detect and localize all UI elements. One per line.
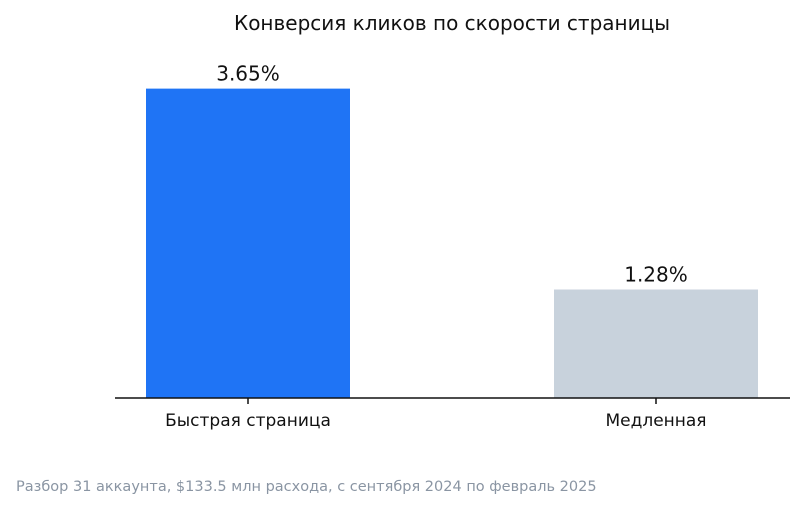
x-tick-label-1: Быстрая страница	[165, 411, 331, 431]
bars-group: 3.65% Быстрая страница 1.28% Медленная	[146, 62, 758, 431]
footnote: Разбор 31 аккаунта, $133.5 млн расхода, …	[16, 479, 597, 495]
x-tick-label-2: Медленная	[605, 411, 706, 431]
bar-2	[554, 289, 758, 398]
bar-1	[146, 88, 350, 398]
value-label-1: 3.65%	[216, 62, 280, 86]
value-label-2: 1.28%	[624, 263, 688, 287]
chart-title: Конверсия кликов по скорости страницы	[234, 11, 670, 35]
